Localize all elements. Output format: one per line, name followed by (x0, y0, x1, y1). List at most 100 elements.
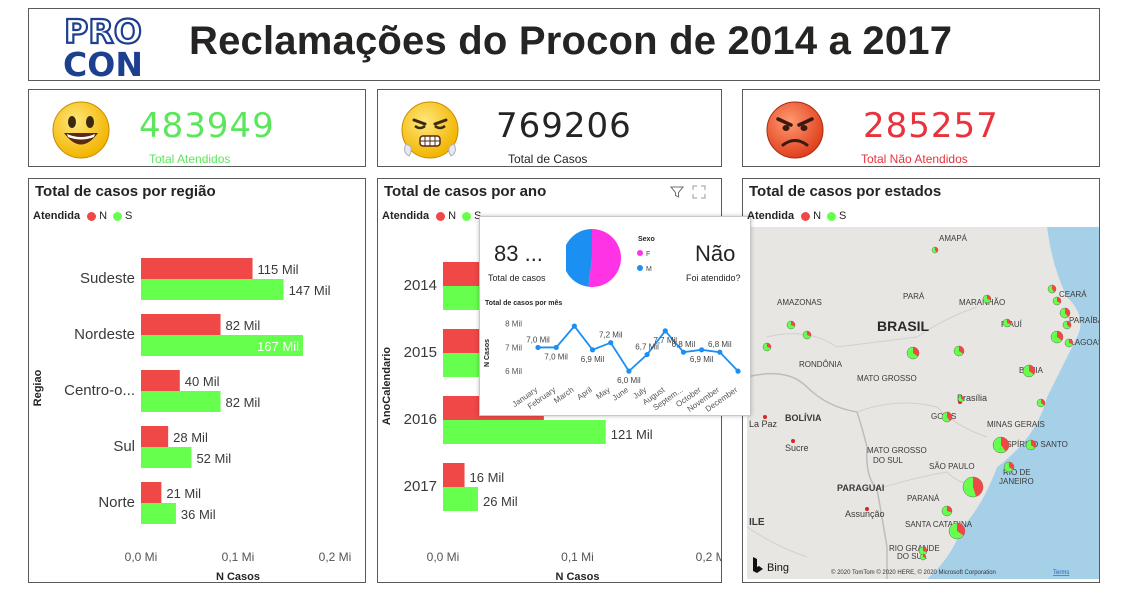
y-axis-title: AnoCalendario (381, 347, 393, 426)
map-label-paraguai: PARAGUAI (837, 483, 884, 493)
kpi-value-nao-atendidos: 285257 (863, 106, 999, 146)
state-pie-n (957, 523, 965, 536)
year-chart-title: Total de casos por ano (384, 183, 547, 200)
map-label-amazonas: AMAZONAS (777, 298, 822, 307)
pie-legend-dot (637, 250, 643, 256)
logo-text-con: CON (63, 45, 143, 79)
month-point (717, 349, 723, 355)
header-banner: PRO CON Reclamações do Procon de 2014 a … (28, 8, 1100, 81)
region-chart-title: Total de casos por região (35, 183, 216, 200)
legend-title: Atendida (747, 210, 795, 222)
map-copyright: © 2020 TomTom © 2020 HERE, © 2020 Micros… (831, 569, 996, 576)
frustrated-face-icon (401, 101, 459, 159)
legend-label-s[interactable]: S (839, 210, 847, 222)
filter-icon[interactable] (670, 185, 684, 199)
month-value-label: 6,7 Mil (635, 343, 659, 352)
bar-value-label: 36 Mil (181, 507, 216, 522)
month-value-label: 7,7 Mil (653, 336, 677, 345)
bar-s (141, 447, 192, 468)
legend-label-n[interactable]: N (813, 210, 822, 222)
legend-title: Atendida (33, 210, 81, 222)
legend-dot-s (827, 211, 837, 221)
kpi-card-total-atendidos[interactable]: 483949 Total Atendidos (28, 89, 366, 167)
kpi-card-total-nao-atendidos[interactable]: 285257 Total Não Atendidos (742, 89, 1100, 167)
line-y-axis-title: N Casos (484, 339, 491, 367)
state-map-panel[interactable]: Total de casos por estados Atendida N S … (742, 178, 1100, 583)
month-x-label: May (594, 385, 612, 401)
map-canvas[interactable]: AMAPÁ AMAZONAS PARÁ MARANHÃO CEARÁ PARAÍ… (747, 227, 1099, 579)
kpi-value-atendidos: 483949 (139, 106, 275, 146)
map-label-parana: PARANÁ (907, 494, 940, 503)
category-label: 2017 (404, 478, 437, 495)
state-pie-n (947, 412, 952, 422)
bar-s (141, 503, 176, 524)
state-pie-n (1065, 308, 1070, 318)
region-chart-panel[interactable]: Total de casos por região Atendida N S S… (28, 178, 366, 583)
bar-s (141, 391, 221, 412)
line-y-tick: 8 Mil (505, 320, 522, 329)
map-terms-link[interactable]: Terms (1053, 570, 1069, 576)
bar-value-label: 147 Mil (289, 283, 331, 298)
tooltip-total-label: Total de casos (488, 273, 546, 283)
map-label-saopaulo: SÃO PAULO (929, 462, 975, 471)
month-x-label: June (611, 385, 631, 403)
kpi-card-total-casos[interactable]: 769206 Total de Casos (377, 89, 722, 167)
kpi-label-atendidos: Total Atendidos (149, 152, 231, 166)
tooltip-answer-label: Foi atendido? (686, 273, 741, 283)
state-pie-n (947, 506, 952, 513)
state-pie-n (1007, 319, 1011, 325)
state-map-legend: Atendida N S (747, 210, 846, 222)
category-label: Norte (98, 494, 135, 511)
bar-value-label: 167 Mil (257, 339, 299, 354)
category-label: 2014 (404, 277, 437, 294)
map-label-maranhao: MARANHÃO (959, 298, 1005, 307)
bar-value-label: 82 Mil (226, 395, 261, 410)
state-pie-n (1041, 399, 1045, 406)
state-pie-n (959, 346, 964, 354)
legend-label-s[interactable]: S (474, 210, 482, 222)
page-title: Reclamações do Procon de 2014 a 2017 (189, 19, 953, 63)
bar-value-label: 115 Mil (258, 262, 299, 277)
legend-label-n[interactable]: N (99, 210, 108, 222)
pie-slice-m (566, 229, 592, 287)
legend-dot-n (436, 211, 446, 221)
month-series-line (538, 324, 739, 373)
category-label: Nordeste (74, 326, 135, 343)
map-label-sucre: Sucre (785, 443, 809, 453)
month-point (680, 349, 687, 355)
tooltip-answer-value: Não (695, 241, 736, 266)
x-tick-label: 0,0 Mi (427, 550, 460, 564)
state-pie-n (913, 347, 919, 357)
state-pie-n (767, 343, 771, 349)
y-axis-title: Regiao (32, 369, 44, 406)
month-point (735, 368, 741, 374)
legend-label-n[interactable]: N (448, 210, 457, 222)
map-label-rondonia: RONDÔNIA (799, 360, 843, 369)
pie-legend-title: Sexo (638, 236, 655, 243)
bar-s (141, 279, 284, 300)
bar-n (141, 258, 253, 279)
month-point (589, 347, 596, 353)
drill-tooltip: 83 ... Total de casos Sexo F M Não Foi ate… (479, 216, 751, 416)
state-pie-n (1067, 321, 1071, 328)
legend-dot-s (462, 211, 472, 221)
x-tick-label: 0,2 Mi (319, 550, 352, 564)
month-point (553, 344, 559, 351)
focus-mode-icon[interactable] (692, 185, 706, 199)
line-y-tick: 7 Mil (505, 343, 522, 352)
map-label-msul1: MATO GROSSO (867, 446, 927, 455)
bar-value-label: 28 Mil (173, 430, 208, 445)
state-pie-n (1057, 331, 1063, 341)
x-axis-title: N Casos (555, 571, 599, 582)
x-axis-title: N Casos (216, 571, 260, 582)
state-pie-n (1029, 365, 1035, 375)
x-tick-label: 0,1 Mi (561, 550, 594, 564)
map-label-paraiba: PARAÍBA (1069, 316, 1099, 325)
legend-title: Atendida (382, 210, 430, 222)
state-pie-n (923, 554, 926, 558)
kpi-label-casos: Total de Casos (508, 152, 588, 166)
bing-text: Bing (767, 562, 789, 574)
category-label: 2016 (404, 411, 437, 428)
legend-label-s[interactable]: S (125, 210, 133, 222)
x-tick-label: 0,0 Mi (125, 550, 158, 564)
